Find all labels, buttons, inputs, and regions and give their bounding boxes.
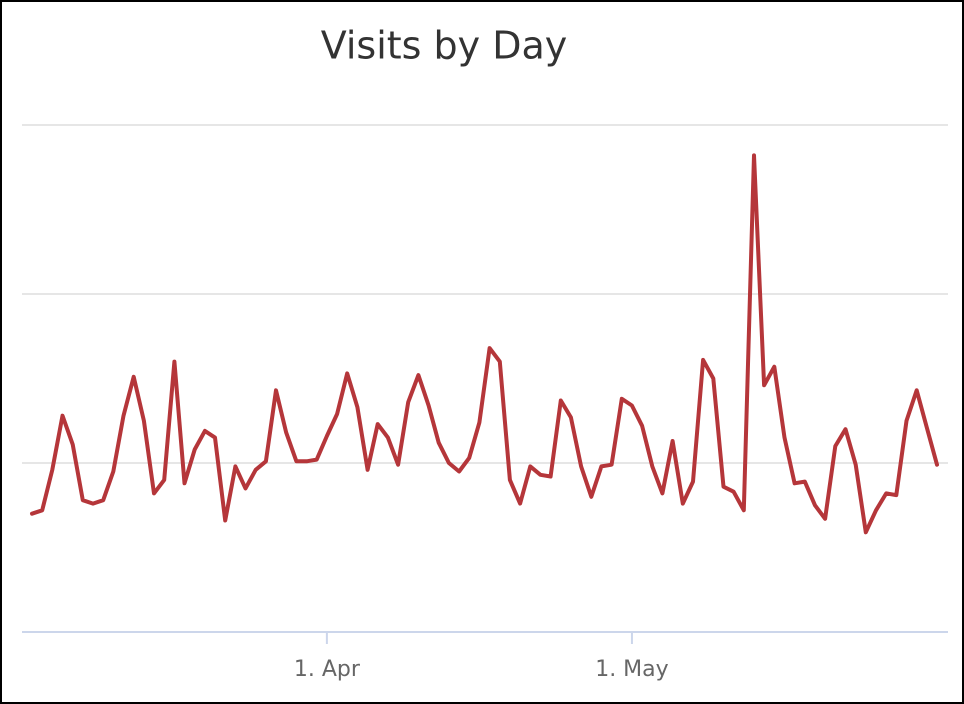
chart-title: Visits by Day bbox=[321, 24, 568, 68]
x-tick-label: 1. May bbox=[595, 657, 668, 682]
line-series bbox=[30, 153, 939, 535]
x-tick-label: 1. Apr bbox=[294, 657, 361, 682]
